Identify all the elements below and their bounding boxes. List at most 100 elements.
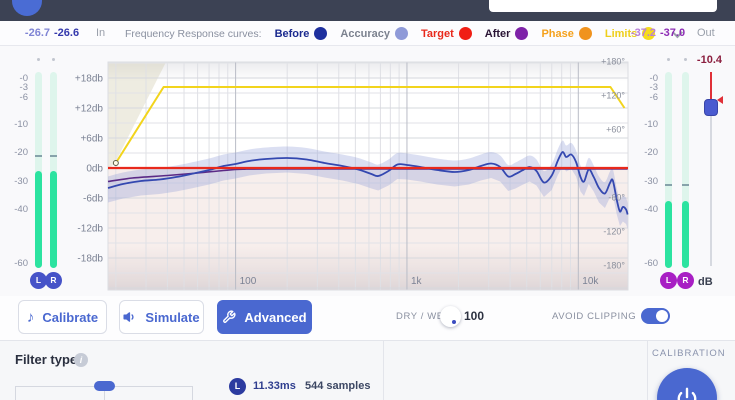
- legend-label: After: [484, 27, 511, 40]
- peak-hold-tick: [35, 154, 42, 157]
- svg-text:-60°: -60°: [608, 193, 625, 203]
- limits-line: [114, 86, 626, 164]
- legend-title: Frequency Response curves:: [125, 27, 262, 40]
- meter-scale-label: -6: [19, 91, 28, 103]
- legend-label: Phase: [541, 27, 574, 40]
- frequency-response-chart[interactable]: +18db +12db +6db 0db -6db -12db -18db +180° +120…: [70, 48, 636, 296]
- legend-item-phase[interactable]: Phase: [541, 27, 592, 40]
- svg-text:10k: 10k: [582, 276, 599, 287]
- legend-dot-accuracy[interactable]: [394, 27, 408, 40]
- output-label: Out: [697, 27, 715, 39]
- meter-scale-label: -3: [649, 82, 658, 93]
- svg-text:+18db: +18db: [75, 74, 104, 85]
- settings-panel: Filter type i L 11.33ms 544 samples CALI…: [0, 340, 735, 400]
- channel-badge-R[interactable]: R: [45, 272, 62, 289]
- meter-scale-label: -10: [644, 118, 658, 130]
- legend-item-accuracy[interactable]: Accuracy: [340, 27, 408, 40]
- legend-dot-before[interactable]: [314, 27, 328, 40]
- calibration-label: CALIBRATION: [652, 348, 726, 359]
- latency-ms-value: 11.33ms: [253, 380, 296, 392]
- panel-divider: [647, 341, 648, 400]
- meter-scale-label: -60: [14, 257, 28, 269]
- meter-fill: [665, 201, 672, 268]
- legend-label: Accuracy: [340, 27, 390, 40]
- meter-scale-label: -0: [19, 72, 28, 84]
- mode-toolbar: ♪ Calibrate Simulate Advanced DRY / WET …: [0, 296, 735, 340]
- preset-search-box[interactable]: [489, 0, 717, 12]
- slider-tick: [104, 386, 105, 400]
- legend-bar: -26.7 -26.6 In Frequency Response curves…: [0, 21, 735, 46]
- wrench-icon: [223, 310, 236, 323]
- legend-label: Limits: [604, 27, 638, 40]
- meter-scale-label: -3: [19, 82, 28, 93]
- clip-indicator-dot: [52, 58, 55, 61]
- peak-hold-tick: [682, 183, 689, 186]
- legend-dot-limits[interactable]: [642, 27, 656, 40]
- dry-wet-knob[interactable]: [440, 306, 461, 327]
- svg-text:-18db: -18db: [77, 254, 103, 265]
- curve-legend: Frequency Response curves: Before Accurac…: [125, 21, 684, 46]
- plugin-logo-icon[interactable]: [12, 0, 42, 16]
- panel-divider: [383, 341, 384, 400]
- legend-dot-after[interactable]: [515, 27, 529, 40]
- clip-indicator-dot: [684, 58, 687, 61]
- clip-indicator-dot: [667, 58, 670, 61]
- legend-item-target[interactable]: Target: [421, 27, 472, 40]
- output-gain-value: -10.4: [696, 54, 722, 66]
- meter-scale-label: -60: [644, 257, 658, 269]
- output-gain-fader-thumb[interactable]: [704, 99, 718, 116]
- legend-label: Target: [420, 27, 454, 40]
- legend-item-after[interactable]: After: [485, 27, 529, 40]
- power-icon: [677, 387, 697, 400]
- output-level-left-value: -37.2: [630, 27, 656, 39]
- title-bar: [0, 0, 735, 21]
- filter-type-slider-thumb[interactable]: [94, 381, 115, 391]
- svg-text:0db: 0db: [86, 164, 103, 175]
- latency-channel-badge: L: [229, 378, 246, 395]
- legend-dot-target[interactable]: [458, 27, 472, 40]
- meter-scale-label: -10: [14, 118, 28, 130]
- channel-badge-R[interactable]: R: [677, 272, 694, 289]
- calibrate-button[interactable]: ♪ Calibrate: [18, 300, 107, 334]
- fader-unit-label: dB: [698, 276, 713, 288]
- advanced-button[interactable]: Advanced: [217, 300, 312, 334]
- dry-wet-label: DRY / WET: [396, 311, 451, 322]
- svg-text:+6db: +6db: [80, 134, 103, 145]
- output-gain-fader-track[interactable]: [710, 74, 712, 266]
- input-level-right-value: -26.6: [54, 27, 80, 39]
- info-icon[interactable]: i: [74, 353, 88, 367]
- level-meter-R: [682, 72, 689, 268]
- level-meter-L: [665, 72, 672, 268]
- meter-scale-label: -6: [649, 91, 658, 103]
- meter-scale-label: -30: [644, 175, 658, 187]
- input-label: In: [96, 27, 106, 39]
- meter-fill: [682, 200, 689, 268]
- legend-item-before[interactable]: Before: [275, 27, 328, 40]
- dry-wet-value: 100: [464, 309, 485, 323]
- analysis-stage: -0 -3 -6 -10 -20 -30 -40 -60 L R -0 -3 -6 -10 -20 -3…: [0, 46, 735, 296]
- level-meter-L: [35, 72, 42, 268]
- calibration-power-button[interactable]: [657, 368, 717, 400]
- knob-indicator-dot: [452, 320, 456, 324]
- output-level-right-value: -37.0: [660, 27, 686, 39]
- meter-fill: [35, 171, 42, 268]
- meter-fill: [50, 171, 57, 268]
- gain-marker-icon: [717, 96, 723, 104]
- before-curve: [107, 151, 629, 215]
- avoid-clipping-toggle[interactable]: [641, 308, 670, 324]
- meter-scale-label: -30: [14, 175, 28, 187]
- level-meter-R: [50, 72, 57, 268]
- svg-text:1k: 1k: [411, 276, 423, 287]
- svg-text:+12db: +12db: [75, 104, 104, 115]
- peak-hold-tick: [50, 154, 57, 157]
- svg-text:100: 100: [240, 276, 257, 287]
- slider-tick: [192, 386, 193, 400]
- channel-badge-L[interactable]: L: [30, 272, 47, 289]
- peak-hold-tick: [665, 183, 672, 186]
- simulate-button[interactable]: Simulate: [119, 300, 204, 334]
- legend-dot-phase[interactable]: [578, 27, 592, 40]
- legend-label: Before: [274, 27, 310, 40]
- legend-item-limits[interactable]: Limits: [604, 27, 656, 40]
- channel-badge-L[interactable]: L: [660, 272, 677, 289]
- input-level-left-value: -26.7: [24, 27, 50, 39]
